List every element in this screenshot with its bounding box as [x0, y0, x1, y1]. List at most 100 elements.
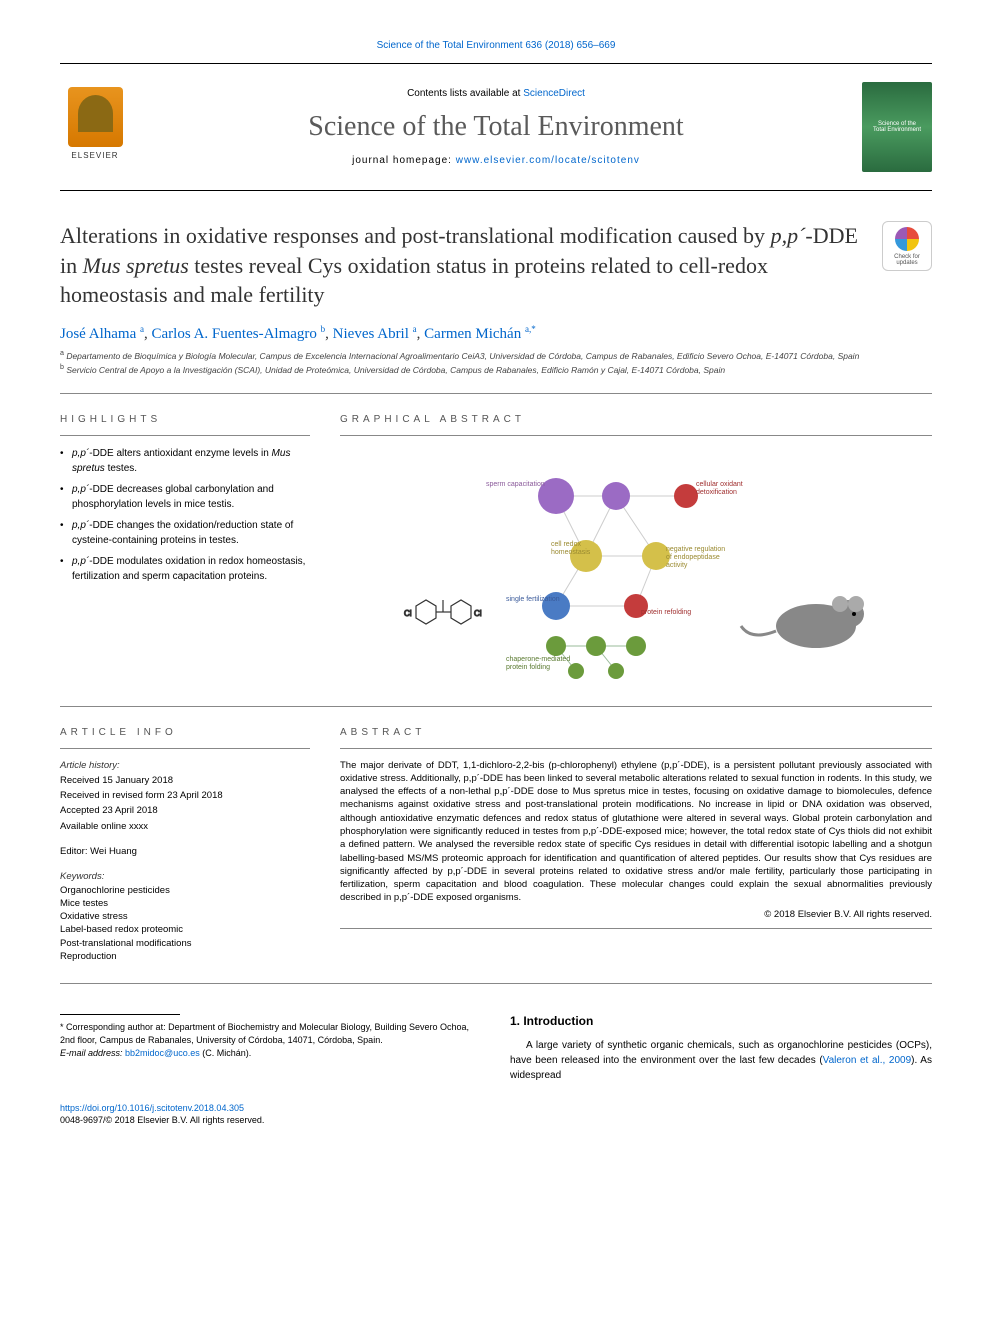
highlights-graphical-row: HIGHLIGHTS p,p´-DDE alters antioxidant e…: [60, 414, 932, 686]
footnotes-col: * Corresponding author at: Department of…: [60, 1014, 480, 1083]
author-2[interactable]: Nieves Abril: [333, 326, 409, 342]
article-info-heading: ARTICLE INFO: [60, 727, 310, 738]
svg-text:protein refolding: protein refolding: [641, 609, 691, 616]
affiliation-a: a Departamento de Bioquímica y Biología …: [60, 349, 932, 363]
email-label: E-mail address:: [60, 1048, 125, 1058]
abstract-col: ABSTRACT The major derivate of DDT, 1,1-…: [340, 727, 932, 964]
journal-title: Science of the Total Environment: [130, 111, 862, 143]
intro-text-col: 1. Introduction A large variety of synth…: [510, 1014, 932, 1083]
graphical-col: GRAPHICAL ABSTRACT: [340, 414, 932, 686]
contents-prefix: Contents lists available at: [407, 88, 523, 99]
intro-heading: 1. Introduction: [510, 1014, 932, 1028]
intro-row: * Corresponding author at: Department of…: [60, 1014, 932, 1083]
svg-text:chaperone-mediated: chaperone-mediated: [506, 656, 570, 663]
highlights-col: HIGHLIGHTS p,p´-DDE alters antioxidant e…: [60, 414, 310, 686]
author-1[interactable]: Carlos A. Fuentes-Almagro: [152, 326, 317, 342]
email-suffix: (C. Michán).: [200, 1048, 252, 1058]
footnote-sep: [60, 1014, 180, 1015]
author-3[interactable]: Carmen Michán: [424, 326, 521, 342]
homepage-link[interactable]: www.elsevier.com/locate/scitotenv: [456, 155, 640, 166]
article-head: Alterations in oxidative responses and p…: [60, 221, 932, 310]
editor-name: Wei Huang: [90, 846, 137, 857]
citation-line: Science of the Total Environment 636 (20…: [60, 40, 932, 51]
pre-intro-divider: [60, 983, 932, 984]
highlight-3: p,p´-DDE modulates oxidation in redox ho…: [60, 554, 310, 584]
svg-text:Cl: Cl: [474, 609, 482, 618]
svg-text:detoxification: detoxification: [696, 489, 737, 496]
email-link[interactable]: bb2midoc@uco.es: [125, 1048, 200, 1058]
aff-text-b: Servicio Central de Apoyo a la Investiga…: [66, 365, 725, 375]
graphical-abstract-svg: sperm capacitation cellular oxidant deto…: [340, 446, 932, 686]
corresponding-footnote: * Corresponding author at: Department of…: [60, 1021, 480, 1046]
svg-text:of endopeptidase: of endopeptidase: [666, 554, 720, 561]
ab-bottom-div: [340, 928, 932, 929]
history-2: Accepted 23 April 2018: [60, 804, 310, 817]
homepage-prefix: journal homepage:: [352, 155, 456, 166]
cover-label-2: Total Environment: [873, 127, 921, 133]
keyword-4: Post-translational modifications: [60, 937, 310, 950]
aff-label-a: a: [60, 349, 64, 357]
svg-text:single fertilization: single fertilization: [506, 596, 560, 603]
highlights-heading: HIGHLIGHTS: [60, 414, 310, 425]
editor-block: Editor: Wei Huang: [60, 845, 310, 858]
aff-divider: [60, 393, 932, 394]
journal-cover-thumb: Science of the Total Environment: [862, 82, 932, 172]
crossmark-badge[interactable]: Check for updates: [882, 221, 932, 271]
svg-text:negative regulation: negative regulation: [666, 546, 725, 553]
mid-divider: [60, 706, 932, 707]
history-1: Received in revised form 23 April 2018: [60, 789, 310, 802]
elsevier-text: ELSEVIER: [71, 151, 118, 160]
keyword-0: Organochlorine pesticides: [60, 884, 310, 897]
author-0[interactable]: José Alhama: [60, 326, 136, 342]
intro-citation-link[interactable]: Valeron et al., 2009: [823, 1055, 911, 1066]
sciencedirect-link[interactable]: ScienceDirect: [523, 88, 585, 99]
intro-section: * Corresponding author at: Department of…: [60, 1014, 932, 1083]
top-divider: [60, 63, 932, 64]
sep0: ,: [144, 326, 152, 342]
keywords-block: Keywords: Organochlorine pesticides Mice…: [60, 870, 310, 963]
keyword-1: Mice testes: [60, 897, 310, 910]
masthead-divider: [60, 190, 932, 191]
ai-div: [60, 748, 310, 749]
doi-link[interactable]: https://doi.org/10.1016/j.scitotenv.2018…: [60, 1103, 244, 1113]
elsevier-tree-icon: [68, 87, 123, 147]
abstract-text: The major derivate of DDT, 1,1-dichloro-…: [340, 759, 932, 905]
ga-label-2: cell redox: [551, 541, 581, 548]
masthead: ELSEVIER Contents lists available at Sci…: [60, 72, 932, 182]
info-abstract-row: ARTICLE INFO Article history: Received 1…: [60, 727, 932, 964]
masthead-center: Contents lists available at ScienceDirec…: [130, 88, 862, 166]
intro-text: A large variety of synthetic organic che…: [510, 1038, 932, 1083]
contents-line: Contents lists available at ScienceDirec…: [130, 88, 862, 99]
article-history: Article history: Received 15 January 201…: [60, 759, 310, 833]
keyword-5: Reproduction: [60, 950, 310, 963]
history-0: Received 15 January 2018: [60, 774, 310, 787]
crossmark-icon: [895, 227, 919, 251]
history-3: Available online xxxx: [60, 820, 310, 833]
graphical-abstract: sperm capacitation cellular oxidant deto…: [340, 446, 932, 686]
article-title: Alterations in oxidative responses and p…: [60, 221, 862, 310]
affiliations: a Departamento de Bioquímica y Biología …: [60, 349, 932, 376]
highlight-0: p,p´-DDE alters antioxidant enzyme level…: [60, 446, 310, 476]
title-part-3: Mus spretus: [83, 253, 189, 278]
aff-label-b: b: [60, 363, 64, 371]
svg-text:cellular oxidant: cellular oxidant: [696, 481, 743, 488]
highlights-list: p,p´-DDE alters antioxidant enzyme level…: [60, 446, 310, 584]
crossmark-text: Check for updates: [883, 254, 931, 266]
graphical-heading: GRAPHICAL ABSTRACT: [340, 414, 932, 425]
history-label: Article history:: [60, 759, 310, 772]
keyword-2: Oxidative stress: [60, 910, 310, 923]
elsevier-logo: ELSEVIER: [60, 87, 130, 167]
abstract-copyright: © 2018 Elsevier B.V. All rights reserved…: [340, 909, 932, 920]
authors-line: José Alhama a, Carlos A. Fuentes-Almagro…: [60, 324, 932, 343]
svg-text:protein folding: protein folding: [506, 664, 550, 671]
aff-text-a: Departamento de Bioquímica y Biología Mo…: [66, 351, 859, 361]
footer-issn: 0048-9697/© 2018 Elsevier B.V. All right…: [60, 1115, 932, 1125]
abstract-heading: ABSTRACT: [340, 727, 932, 738]
title-part-1: p,p´: [771, 223, 806, 248]
sep1: ,: [325, 326, 333, 342]
title-part-0: Alterations in oxidative responses and p…: [60, 223, 771, 248]
journal-homepage: journal homepage: www.elsevier.com/locat…: [130, 155, 862, 166]
keywords-label: Keywords:: [60, 870, 310, 883]
highlight-2: p,p´-DDE changes the oxidation/reduction…: [60, 518, 310, 548]
ga-label-0: sperm capacitation: [486, 481, 545, 488]
